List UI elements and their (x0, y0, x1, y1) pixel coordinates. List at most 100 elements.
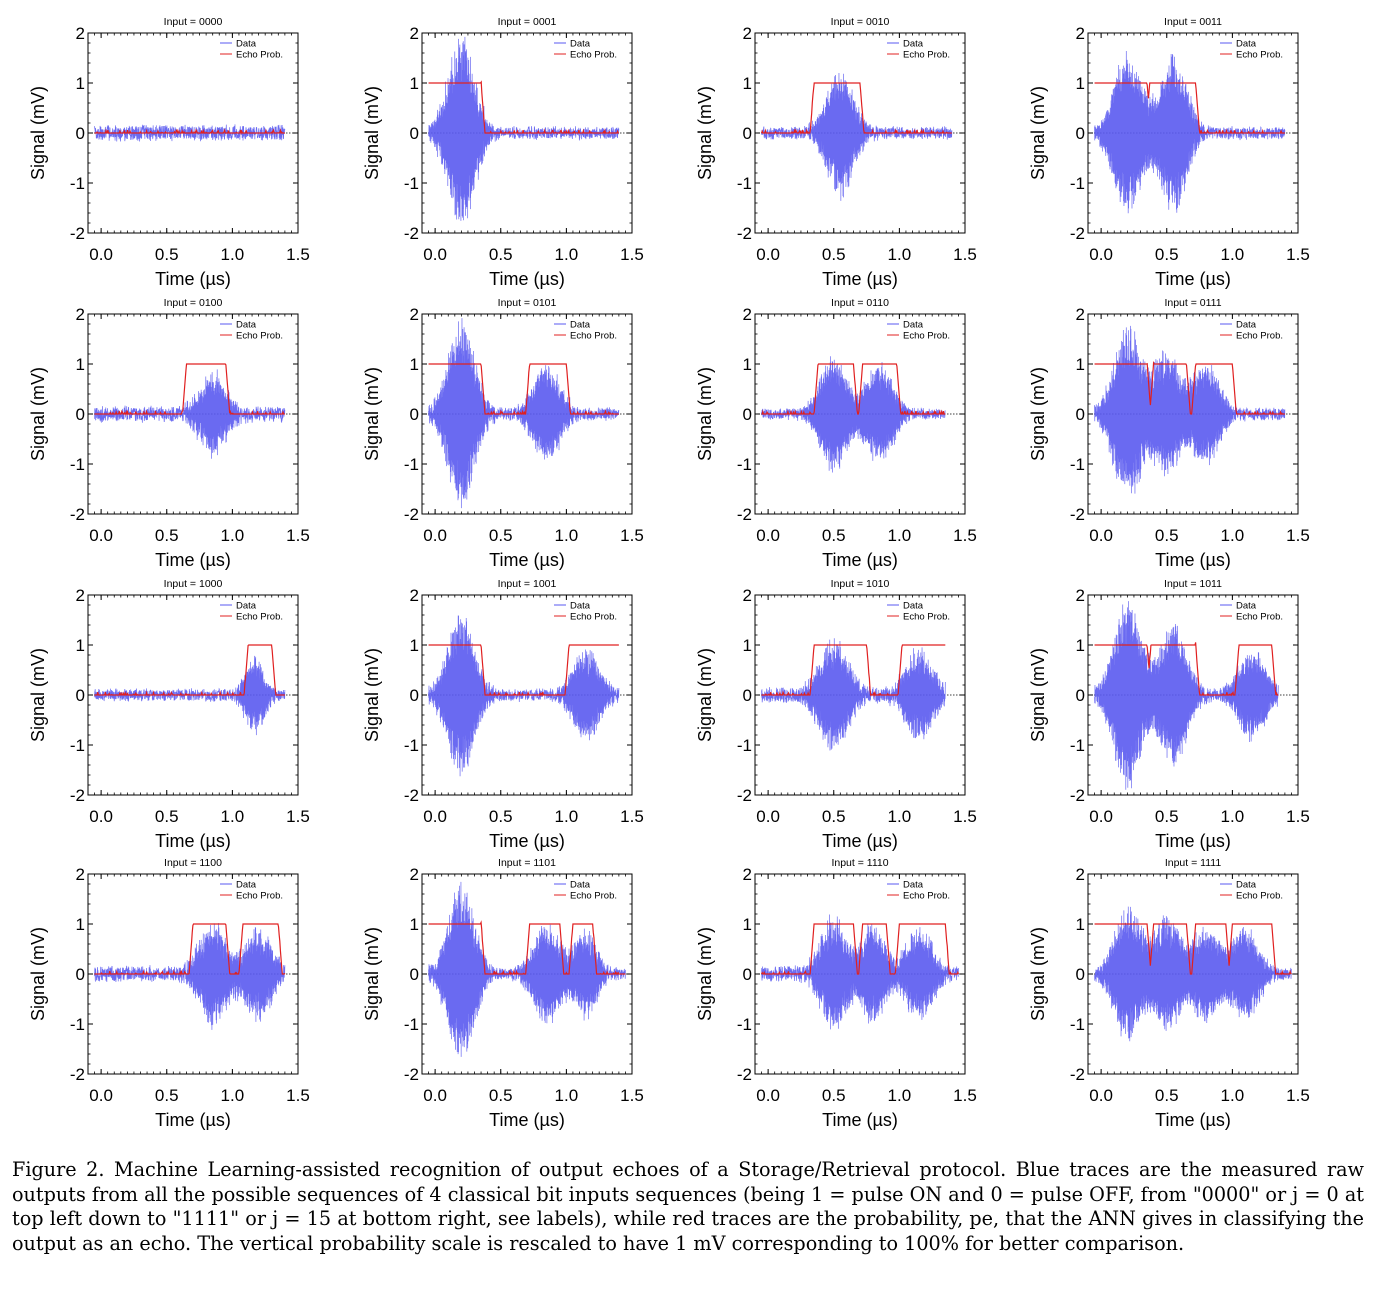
chart-title: Input = 1100 (164, 857, 222, 869)
y-tick-label: 0 (76, 686, 85, 705)
subplot-13: Input = 1101 -2 -1 0 1 2 0.0 0.5 1.0 1.5 Time (µs)… (362, 857, 644, 1130)
y-tick-label: 2 (1076, 865, 1085, 884)
x-tick-label: 0.5 (1155, 1086, 1179, 1105)
y-tick-label: -2 (1070, 1065, 1085, 1084)
x-tick-label: 1.5 (286, 245, 310, 264)
chart-title: Input = 0110 (831, 297, 889, 309)
y-tick-label: -2 (1070, 224, 1085, 243)
legend-label-echo: Echo Prob. (903, 331, 950, 342)
y-tick-label: 0 (1076, 405, 1085, 424)
x-tick-label: 1.5 (620, 1086, 644, 1105)
y-tick-label: 0 (76, 124, 85, 143)
chart-title: Input = 0001 (498, 16, 557, 28)
x-axis-label: Time (µs) (155, 550, 231, 570)
x-axis-label: Time (µs) (489, 269, 565, 289)
y-tick-label: 0 (76, 405, 85, 424)
y-tick-label: 0 (743, 405, 752, 424)
x-tick-label: 0.5 (822, 245, 846, 264)
y-tick-label: 1 (76, 915, 85, 934)
y-tick-label: -1 (70, 174, 85, 193)
echo-prob-series-line (94, 923, 286, 977)
y-axis-label: Signal (mV) (1028, 648, 1048, 742)
x-tick-label: 0.5 (489, 1086, 513, 1105)
x-tick-label: 1.5 (620, 526, 644, 545)
data-series-line (1094, 50, 1286, 214)
x-tick-label: 1.5 (1286, 1086, 1310, 1105)
chart-title: Input = 1000 (164, 578, 223, 590)
data-series-line (761, 638, 946, 751)
echo-prob-series-line (761, 363, 946, 416)
y-tick-label: 1 (410, 74, 419, 93)
y-tick-label: -2 (70, 786, 85, 805)
echo-prob-series-line (428, 920, 626, 976)
subplot-1: Input = 0001 -2 -1 0 1 2 0.0 0.5 1.0 1.5 Time (µs)… (362, 16, 644, 289)
y-tick-label: -1 (1070, 455, 1085, 474)
x-tick-label: 0.5 (489, 807, 513, 826)
data-series-line (1094, 325, 1286, 494)
y-tick-label: 1 (743, 74, 752, 93)
y-tick-label: 2 (743, 586, 752, 605)
legend-label-echo: Echo Prob. (903, 891, 950, 902)
x-tick-label: 0.5 (822, 807, 846, 826)
x-axis-label: Time (µs) (1155, 1110, 1231, 1130)
y-tick-label: -1 (404, 736, 419, 755)
x-tick-label: 0.0 (423, 807, 447, 826)
x-tick-label: 1.0 (888, 1086, 912, 1105)
subplot-3: Input = 0011 -2 -1 0 1 2 0.0 0.5 1.0 1.5 Time (µs)… (1028, 16, 1310, 289)
y-axis-label: Signal (mV) (695, 927, 715, 1021)
subplot-8: Input = 1000 -2 -1 0 1 2 0.0 0.5 1.0 1.5 Time (µs)… (28, 578, 310, 851)
figure-grid: Input = 0000 -2 -1 0 1 2 0.0 0.5 1.0 1.5 Time (µs)… (28, 16, 1310, 1130)
x-tick-label: 0.0 (756, 245, 780, 264)
y-tick-label: 2 (1076, 24, 1085, 43)
y-tick-label: 1 (1076, 915, 1085, 934)
chart-title: Input = 0011 (1164, 16, 1222, 28)
y-tick-label: 2 (410, 865, 419, 884)
y-tick-label: -2 (404, 1065, 419, 1084)
y-tick-label: 1 (1076, 74, 1085, 93)
echo-prob-series-line (1094, 923, 1292, 976)
y-tick-label: 0 (743, 124, 752, 143)
x-tick-label: 0.0 (89, 245, 113, 264)
x-tick-label: 0.5 (822, 526, 846, 545)
x-tick-label: 1.0 (221, 526, 245, 545)
echo-prob-series-line (94, 644, 285, 697)
legend-label-data: Data (236, 880, 257, 891)
legend-label-data: Data (1236, 880, 1257, 891)
legend-label-echo: Echo Prob. (1236, 891, 1283, 902)
echo-prob-series-line (1094, 82, 1285, 134)
y-tick-label: -2 (70, 505, 85, 524)
x-axis-label: Time (µs) (1155, 831, 1231, 851)
y-tick-label: 0 (410, 124, 419, 143)
x-tick-label: 1.5 (620, 807, 644, 826)
x-tick-label: 0.5 (155, 526, 179, 545)
legend-label-data: Data (236, 320, 257, 331)
data-series-line (94, 655, 286, 736)
x-tick-label: 1.0 (888, 245, 912, 264)
legend-label-echo: Echo Prob. (570, 331, 617, 342)
legend-label-data: Data (570, 320, 591, 331)
y-tick-label: 0 (743, 686, 752, 705)
x-tick-label: 1.0 (1221, 1086, 1245, 1105)
echo-prob-series-line (94, 363, 286, 417)
y-tick-label: -2 (737, 224, 752, 243)
legend-label-data: Data (570, 880, 591, 891)
y-tick-label: 2 (743, 865, 752, 884)
y-tick-label: 1 (1076, 636, 1085, 655)
x-tick-label: 0.0 (89, 1086, 113, 1105)
y-tick-label: 1 (76, 355, 85, 374)
x-tick-label: 1.0 (221, 807, 245, 826)
y-tick-label: 0 (410, 686, 419, 705)
legend-label-echo: Echo Prob. (570, 50, 617, 61)
y-tick-label: 1 (410, 915, 419, 934)
x-tick-label: 0.5 (1155, 526, 1179, 545)
x-tick-label: 1.5 (953, 526, 977, 545)
echo-prob-series-line (428, 644, 619, 697)
y-tick-label: 0 (76, 965, 85, 984)
x-tick-label: 1.0 (555, 1086, 579, 1105)
x-tick-label: 1.5 (286, 807, 310, 826)
legend-label-data: Data (1236, 601, 1257, 612)
x-axis-label: Time (µs) (155, 831, 231, 851)
y-tick-label: 1 (743, 915, 752, 934)
y-tick-label: 0 (410, 965, 419, 984)
x-tick-label: 1.0 (555, 807, 579, 826)
